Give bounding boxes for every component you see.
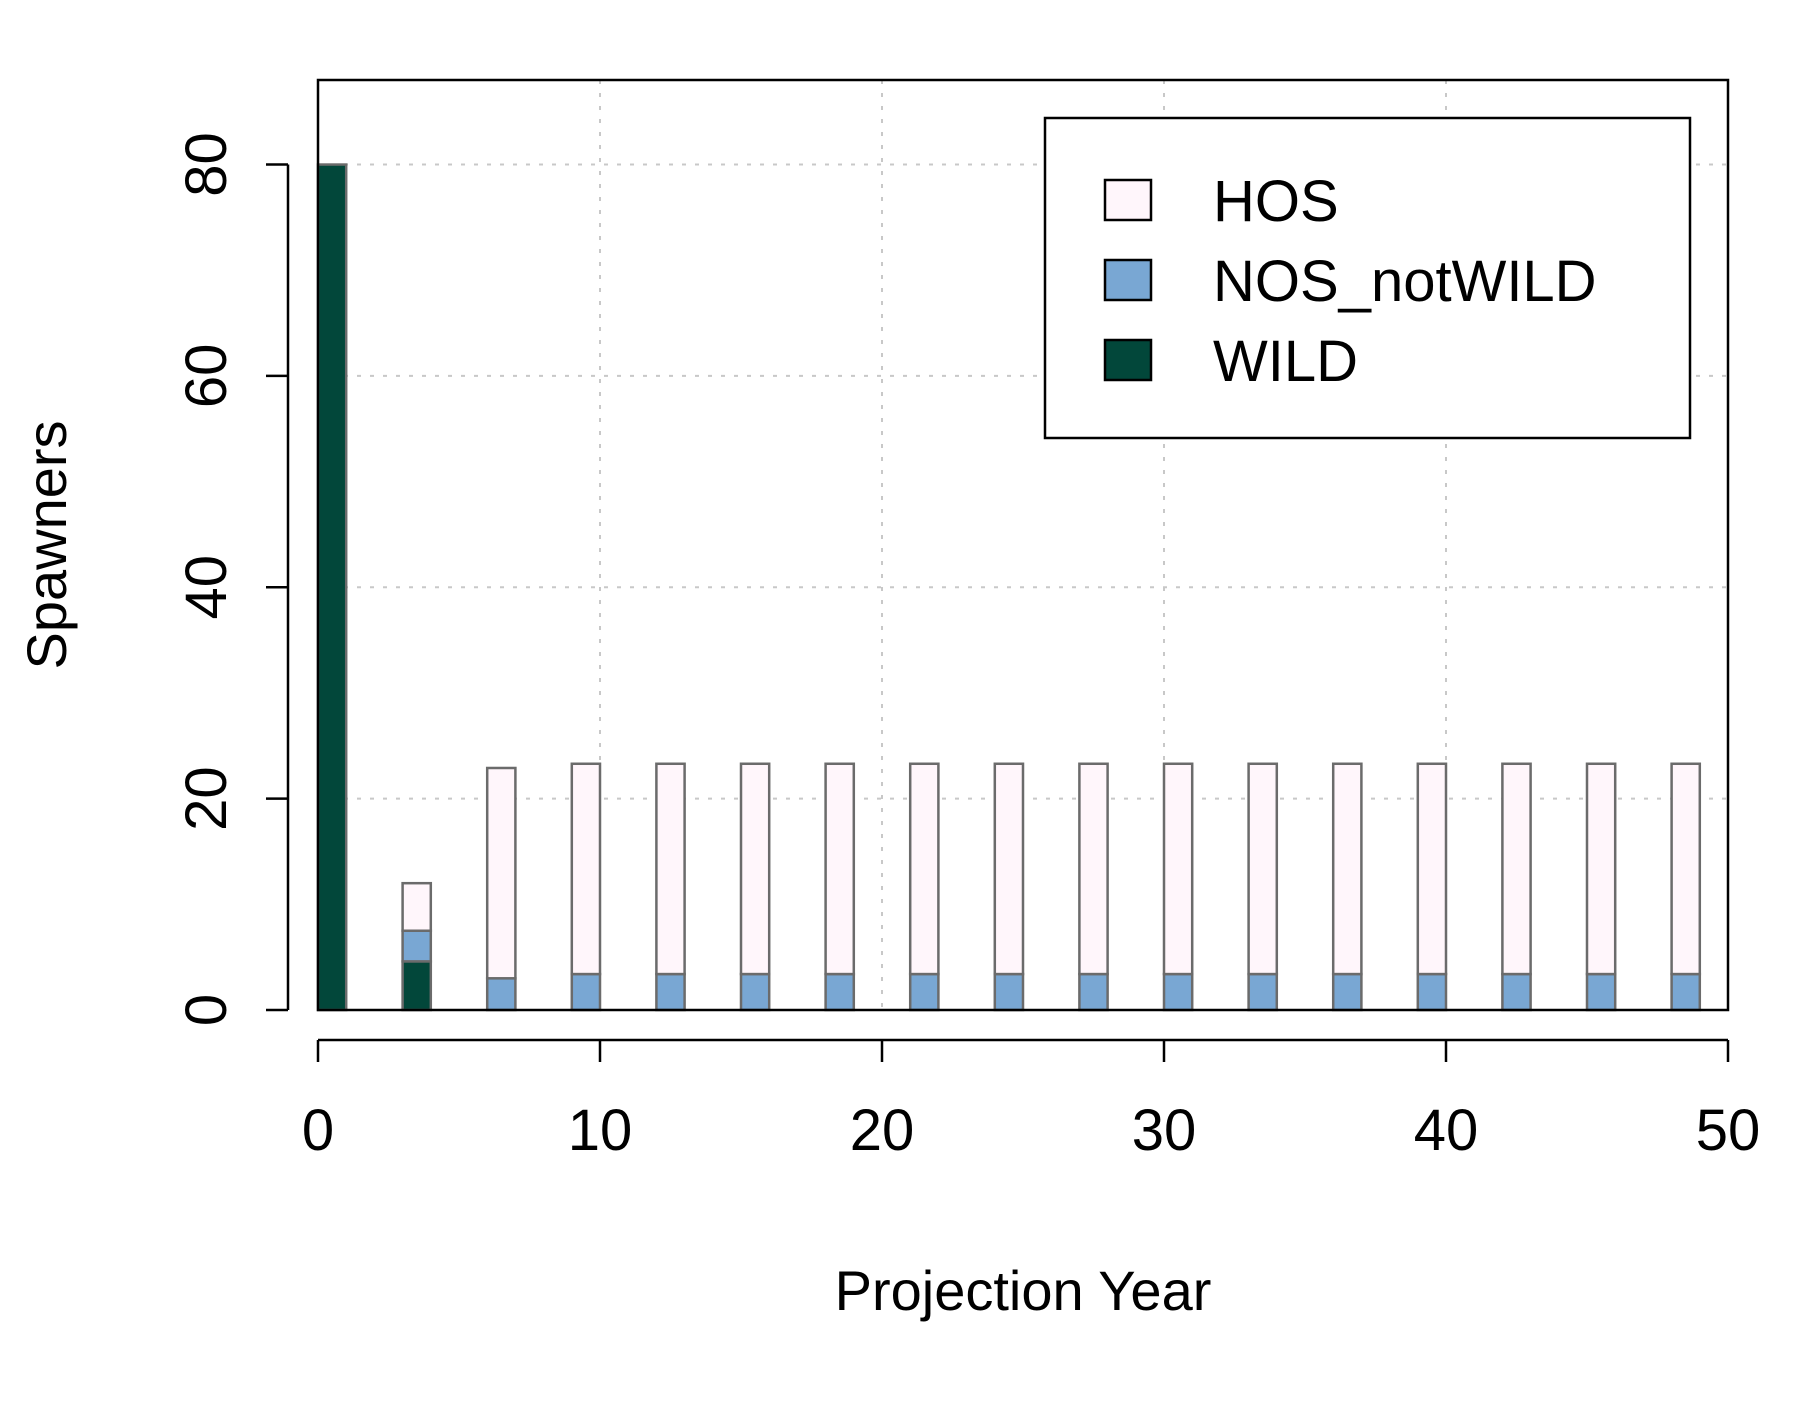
x-tick-label: 10	[568, 1098, 633, 1163]
x-tick-label: 0	[302, 1098, 334, 1163]
bar-segment-nos-notwild	[1078, 972, 1109, 1012]
axes: 0 10 20 30 40 50 0 20 40 60 80	[174, 132, 1760, 1163]
bar-segment-hos	[1416, 762, 1448, 976]
bars	[316, 163, 1702, 1012]
bar-segment-hos	[485, 766, 517, 980]
bar-segment-nos-notwild	[1585, 972, 1617, 1012]
x-tick-label: 40	[1414, 1098, 1479, 1163]
bar-segment-wild	[316, 163, 348, 1012]
bar-segment-hos	[1331, 762, 1363, 976]
bar-segment-nos-notwild	[1247, 972, 1279, 1012]
bar-segment-wild	[401, 960, 433, 1012]
legend: HOS NOS_notWILD WILD	[1043, 116, 1692, 440]
bar-segment-nos-notwild	[401, 929, 433, 963]
bar-segment-nos-notwild	[1416, 972, 1448, 1012]
bar-segment-hos	[739, 762, 771, 976]
legend-swatch-nos-notwild	[1103, 258, 1153, 302]
bar-segment-hos	[824, 762, 856, 976]
x-axis-label: Projection Year	[835, 1259, 1212, 1322]
legend-box	[1043, 116, 1692, 440]
bar-segment-nos-notwild	[570, 972, 602, 1012]
bar-segment-hos	[1585, 762, 1617, 976]
plot-frame	[316, 78, 1730, 1012]
legend-label-hos: HOS	[1213, 169, 1339, 234]
bar-segment-hos	[1501, 762, 1532, 976]
bar-segment-hos	[570, 762, 602, 976]
x-tick-label: 20	[850, 1098, 915, 1163]
legend-swatch-wild	[1103, 338, 1153, 382]
bar-segment-hos	[1670, 762, 1702, 976]
y-tick-label: 40	[174, 555, 239, 620]
y-tick-label: 0	[174, 994, 239, 1026]
bar-segment-hos	[1078, 762, 1109, 976]
bar-segment-hos	[401, 881, 433, 932]
y-axis-label: Spawners	[15, 420, 78, 669]
bar-segment-hos	[1247, 762, 1279, 976]
bar-segment-nos-notwild	[908, 972, 940, 1012]
legend-label-nos-notwild: NOS_notWILD	[1213, 249, 1597, 314]
y-tick-label: 20	[174, 766, 239, 831]
bar-segment-nos-notwild	[1162, 972, 1194, 1012]
bar-segment-hos	[908, 762, 940, 976]
bar-segment-nos-notwild	[655, 972, 686, 1012]
bar-segment-hos	[993, 762, 1025, 976]
x-tick-label: 50	[1696, 1098, 1761, 1163]
bar-segment-nos-notwild	[1670, 972, 1702, 1012]
bar-segment-nos-notwild	[993, 972, 1025, 1012]
bar-segment-nos-notwild	[739, 972, 771, 1012]
bar-segment-nos-notwild	[824, 972, 856, 1012]
bar-segment-hos	[655, 762, 686, 976]
bar-segment-hos	[1162, 762, 1194, 976]
y-tick-label: 80	[174, 132, 239, 197]
bar-segment-nos-notwild	[485, 977, 517, 1012]
legend-label-wild: WILD	[1213, 329, 1358, 394]
legend-swatch-hos	[1103, 178, 1153, 222]
y-tick-label: 60	[174, 344, 239, 409]
bar-segment-nos-notwild	[1331, 972, 1363, 1012]
bar-segment-nos-notwild	[1501, 972, 1532, 1012]
x-tick-label: 30	[1132, 1098, 1197, 1163]
